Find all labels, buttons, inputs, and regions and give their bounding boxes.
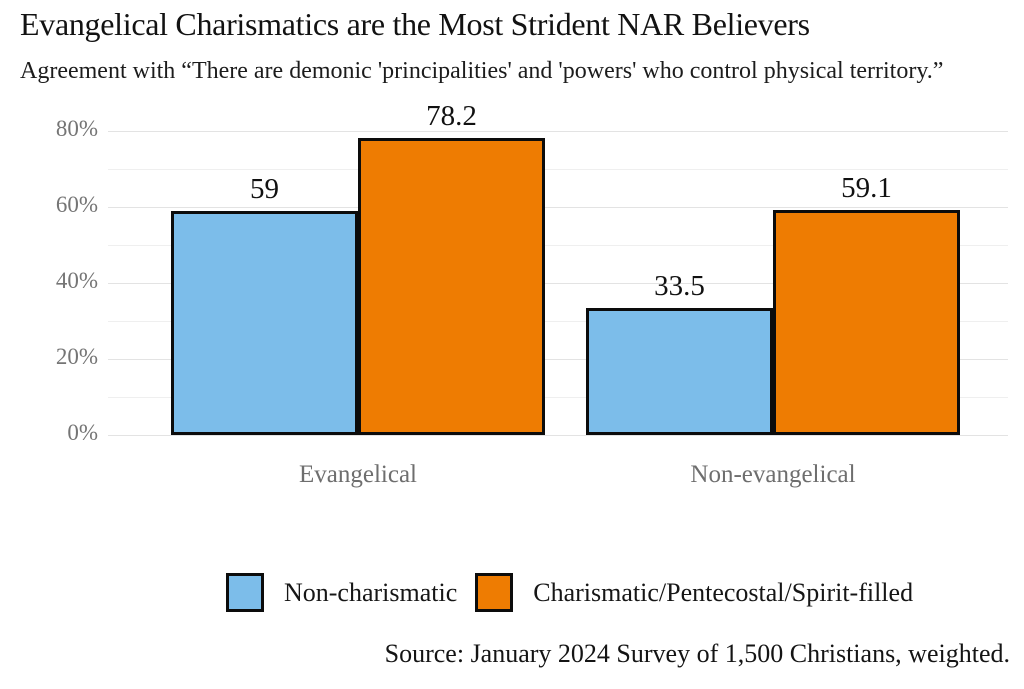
x-axis-category-label: Non-evangelical	[690, 461, 856, 488]
x-axis-category-label: Evangelical	[299, 461, 417, 488]
major-gridline	[108, 207, 1008, 208]
major-gridline	[108, 435, 1008, 436]
major-gridline	[108, 131, 1008, 132]
bar-value-label: 59.1	[841, 172, 892, 205]
legend-swatch-charismatic-pentecostal-spirit-filled	[475, 573, 514, 612]
legend-label: Non-charismatic	[284, 577, 458, 607]
chart-title: Evangelical Charismatics are the Most St…	[20, 6, 810, 42]
y-axis-tick-label: 40%	[55, 268, 98, 293]
minor-gridline	[108, 397, 1008, 398]
y-axis-tick-label: 60%	[55, 192, 98, 217]
bar-value-label: 33.5	[654, 269, 705, 302]
source-note: Source: January 2024 Survey of 1,500 Chr…	[384, 639, 1010, 668]
bar-evangelical-charismatic-pentecostal-spirit-filled	[358, 137, 545, 435]
minor-gridline	[108, 245, 1008, 246]
legend-item: Non-charismatic	[226, 573, 457, 612]
major-gridline	[108, 283, 1008, 284]
legend: Non-charismatic Charismatic/Pentecostal/S…	[226, 573, 931, 612]
legend-label: Charismatic/Pentecostal/Spirit-filled	[533, 577, 914, 607]
bar-value-label: 59	[250, 172, 279, 205]
bar-evangelical-non-charismatic	[171, 210, 358, 435]
legend-swatch-non-charismatic	[226, 573, 264, 612]
y-axis-tick-label: 0%	[67, 420, 98, 445]
minor-gridline	[108, 321, 1008, 322]
plot-area: 0% 20% 40% 60% 80% 59 78.2 Evangelical 33.5 59.1 N…	[55, 99, 1008, 488]
bar-non-evangelical-non-charismatic	[586, 307, 773, 435]
minor-gridline	[108, 169, 1008, 170]
bar-non-evangelical-charismatic-pentecostal-spirit-filled	[773, 210, 960, 435]
y-axis-tick-label: 20%	[55, 344, 98, 369]
legend-item: Charismatic/Pentecostal/Spirit-filled	[475, 573, 913, 612]
bar-value-label: 78.2	[426, 99, 477, 132]
y-axis-tick-label: 80%	[55, 116, 98, 141]
major-gridline	[108, 359, 1008, 360]
chart-subtitle: Agreement with “There are demonic 'princ…	[20, 58, 944, 84]
